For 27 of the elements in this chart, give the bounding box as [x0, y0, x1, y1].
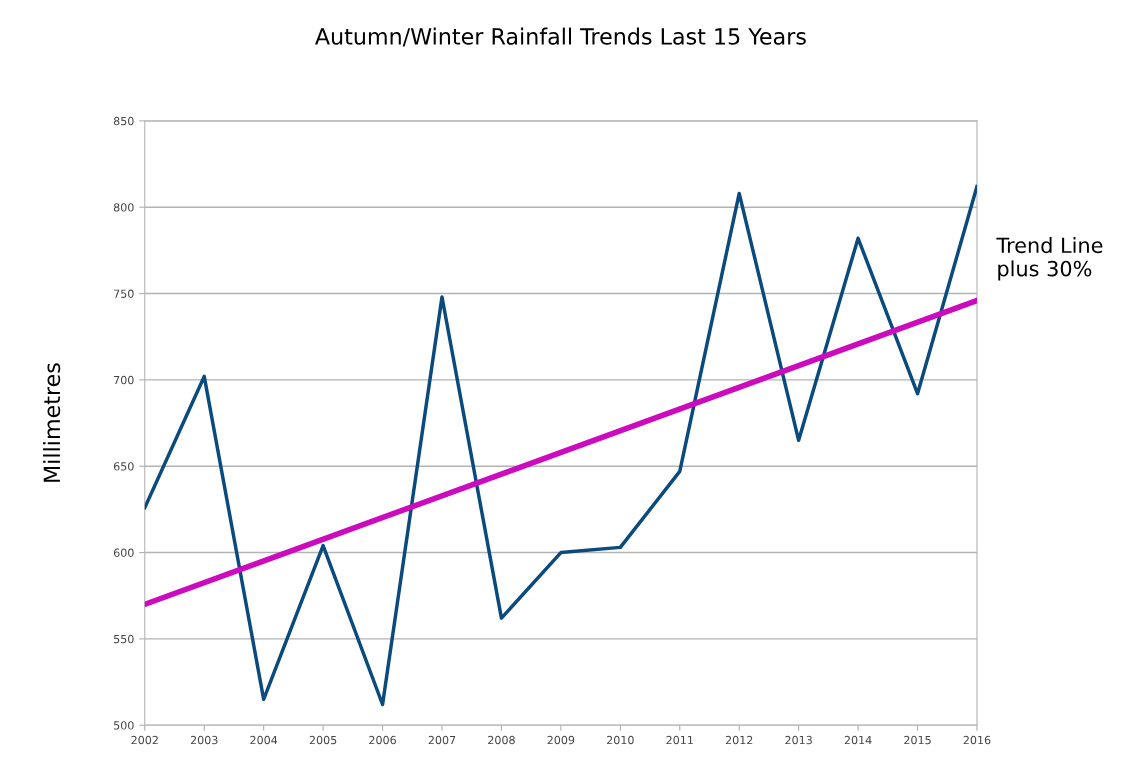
y-tick-label: 800 [113, 203, 134, 212]
chart-title: Autumn/Winter Rainfall Trends Last 15 Years [315, 27, 806, 47]
series-label: Trend Line plus 30% [996, 237, 1103, 281]
x-tick-label: 2003 [190, 735, 218, 745]
x-tick-label: 2014 [844, 735, 872, 745]
y-tick-label: 650 [113, 462, 134, 471]
y-tick-label: 600 [113, 548, 134, 557]
x-tick-label: 2009 [547, 735, 575, 745]
x-tick-label: 2012 [725, 735, 753, 745]
x-tick-label: 2011 [666, 735, 693, 745]
x-tick-label: 2006 [369, 735, 396, 745]
x-tick-label: 2002 [131, 735, 158, 745]
y-tick-label: 850 [113, 116, 134, 126]
x-tick-label: 2008 [488, 735, 515, 745]
x-tick-label: 2013 [785, 735, 812, 745]
x-tick-label: 2007 [428, 735, 456, 745]
x-tick-label: 2005 [309, 735, 337, 745]
x-tick-label: 2015 [904, 735, 931, 745]
y-tick-label: 550 [114, 634, 134, 644]
x-tick-label: 2016 [963, 735, 991, 745]
y-axis-title: Millimetres [43, 363, 61, 482]
x-tick-label: 2010 [607, 735, 634, 745]
y-tick-label: 500 [114, 721, 134, 730]
y-tick-label: 700 [114, 375, 134, 385]
line-series [144, 184, 977, 707]
y-tick-label: 750 [114, 289, 134, 298]
x-tick-label: 2004 [250, 735, 278, 745]
